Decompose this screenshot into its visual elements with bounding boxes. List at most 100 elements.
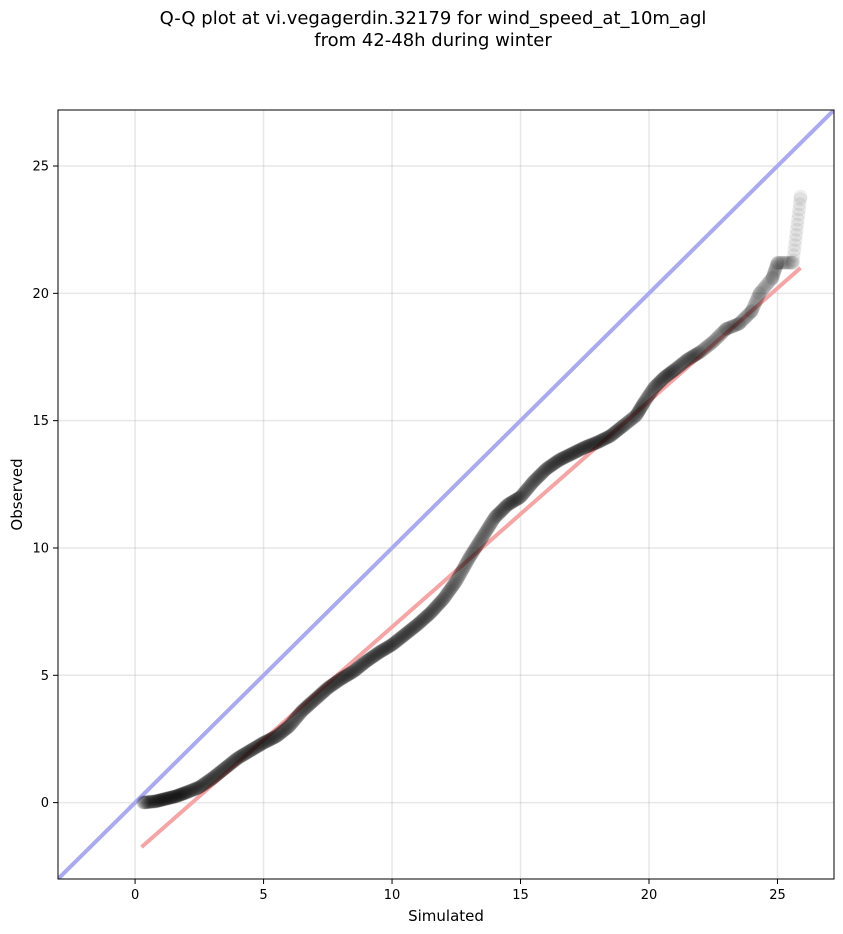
quantile-point xyxy=(658,369,673,384)
quantile-point xyxy=(387,635,402,650)
quantile-point xyxy=(537,463,552,478)
quantile-point xyxy=(629,407,644,422)
quantile-point xyxy=(438,588,453,603)
quantile-point xyxy=(470,537,485,552)
quantile-point xyxy=(475,530,490,545)
quantile-point xyxy=(189,781,204,796)
quantile-point xyxy=(498,500,513,515)
quantile-point xyxy=(735,313,750,328)
quantile-point xyxy=(520,482,535,497)
quantile-point xyxy=(627,410,642,425)
quantile-point xyxy=(753,286,767,300)
quantile-point xyxy=(621,414,636,429)
quantile-point xyxy=(654,373,669,388)
quantile-point xyxy=(310,689,325,704)
quantile-point xyxy=(703,336,718,351)
quantile-point xyxy=(770,256,784,270)
quantile-point xyxy=(789,228,803,242)
quantile-point xyxy=(185,783,200,798)
quantile-point xyxy=(562,447,577,462)
quantile-point xyxy=(734,314,749,329)
quantile-point xyxy=(745,304,759,318)
quantile-point xyxy=(593,433,608,448)
quantile-point xyxy=(197,776,212,791)
quantile-point xyxy=(746,301,760,315)
quantile-point xyxy=(531,469,546,484)
quantile-point xyxy=(421,607,436,622)
quantile-point xyxy=(142,794,157,809)
quantile-point xyxy=(211,766,226,781)
quantile-point xyxy=(713,327,728,342)
quantile-point xyxy=(640,389,655,404)
quantile-point xyxy=(136,795,151,810)
quantile-point xyxy=(782,256,796,270)
quantile-point xyxy=(320,680,335,695)
quantile-point xyxy=(524,477,539,492)
quantile-point xyxy=(281,720,296,735)
quantile-point xyxy=(480,522,495,537)
quantile-point xyxy=(749,295,763,309)
quantile-point xyxy=(608,425,623,440)
quantile-point xyxy=(381,639,396,654)
quantile-point xyxy=(767,266,781,280)
quantile-point xyxy=(384,638,399,653)
quantile-point xyxy=(724,319,739,334)
quantile-point xyxy=(569,444,584,459)
quantile-point xyxy=(377,642,392,657)
quantile-point xyxy=(792,207,806,221)
quantile-point xyxy=(362,652,377,667)
quantile-point xyxy=(787,248,801,262)
quantile-point xyxy=(685,349,700,364)
quantile-point xyxy=(640,391,655,406)
quantile-point xyxy=(304,696,319,711)
quantile-point xyxy=(321,680,336,695)
quantile-point xyxy=(312,688,327,703)
quantile-point xyxy=(560,448,575,463)
quantile-point xyxy=(534,466,549,481)
fit-line xyxy=(140,266,802,849)
quantile-point xyxy=(451,569,466,584)
x-tick-label: 0 xyxy=(131,888,139,903)
quantile-point xyxy=(344,665,359,680)
quantile-point xyxy=(509,492,524,507)
quantile-point xyxy=(414,614,429,629)
quantile-point xyxy=(761,276,775,290)
quantile-point xyxy=(779,256,793,270)
quantile-point xyxy=(624,412,639,427)
quantile-point xyxy=(137,795,152,810)
quantile-point xyxy=(380,640,395,655)
quantile-point xyxy=(143,794,158,809)
quantile-point xyxy=(773,256,787,270)
quantile-point xyxy=(443,581,458,596)
quantile-point xyxy=(683,350,698,365)
quantile-point xyxy=(169,789,184,804)
quantile-point xyxy=(784,256,798,270)
quantile-point xyxy=(391,632,406,647)
quantile-point xyxy=(365,650,380,665)
quantile-point xyxy=(397,628,412,643)
quantile-point xyxy=(351,660,366,675)
quantile-point xyxy=(787,243,801,257)
quantile-point xyxy=(155,792,170,807)
quantile-point xyxy=(559,449,574,464)
quantile-point xyxy=(465,545,480,560)
quantile-point xyxy=(303,696,318,711)
quantile-point xyxy=(218,760,233,775)
quantile-point xyxy=(632,403,647,418)
quantile-point xyxy=(176,786,191,801)
quantile-point xyxy=(528,472,543,487)
quantile-point xyxy=(180,785,195,800)
quantile-point xyxy=(678,354,693,369)
quantile-point xyxy=(510,492,525,507)
quantile-point xyxy=(294,705,309,720)
quantile-point xyxy=(260,733,275,748)
quantile-point xyxy=(403,623,418,638)
quantile-point xyxy=(636,395,651,410)
quantile-point xyxy=(314,686,329,701)
quantile-point xyxy=(163,790,178,805)
quantile-point xyxy=(630,405,645,420)
y-tick-label: 5 xyxy=(41,669,49,684)
quantile-point xyxy=(452,568,467,583)
quantile-point xyxy=(141,795,156,810)
